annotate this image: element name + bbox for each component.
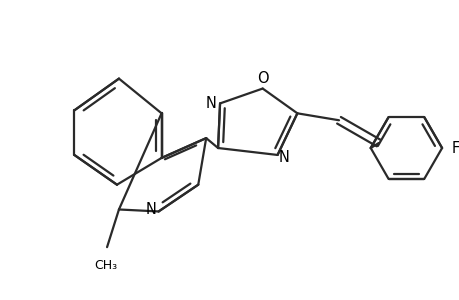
Text: O: O bbox=[256, 71, 268, 86]
Text: F: F bbox=[451, 140, 459, 155]
Text: N: N bbox=[205, 96, 216, 111]
Text: CH₃: CH₃ bbox=[94, 259, 118, 272]
Text: N: N bbox=[145, 202, 156, 217]
Text: N: N bbox=[279, 150, 289, 165]
